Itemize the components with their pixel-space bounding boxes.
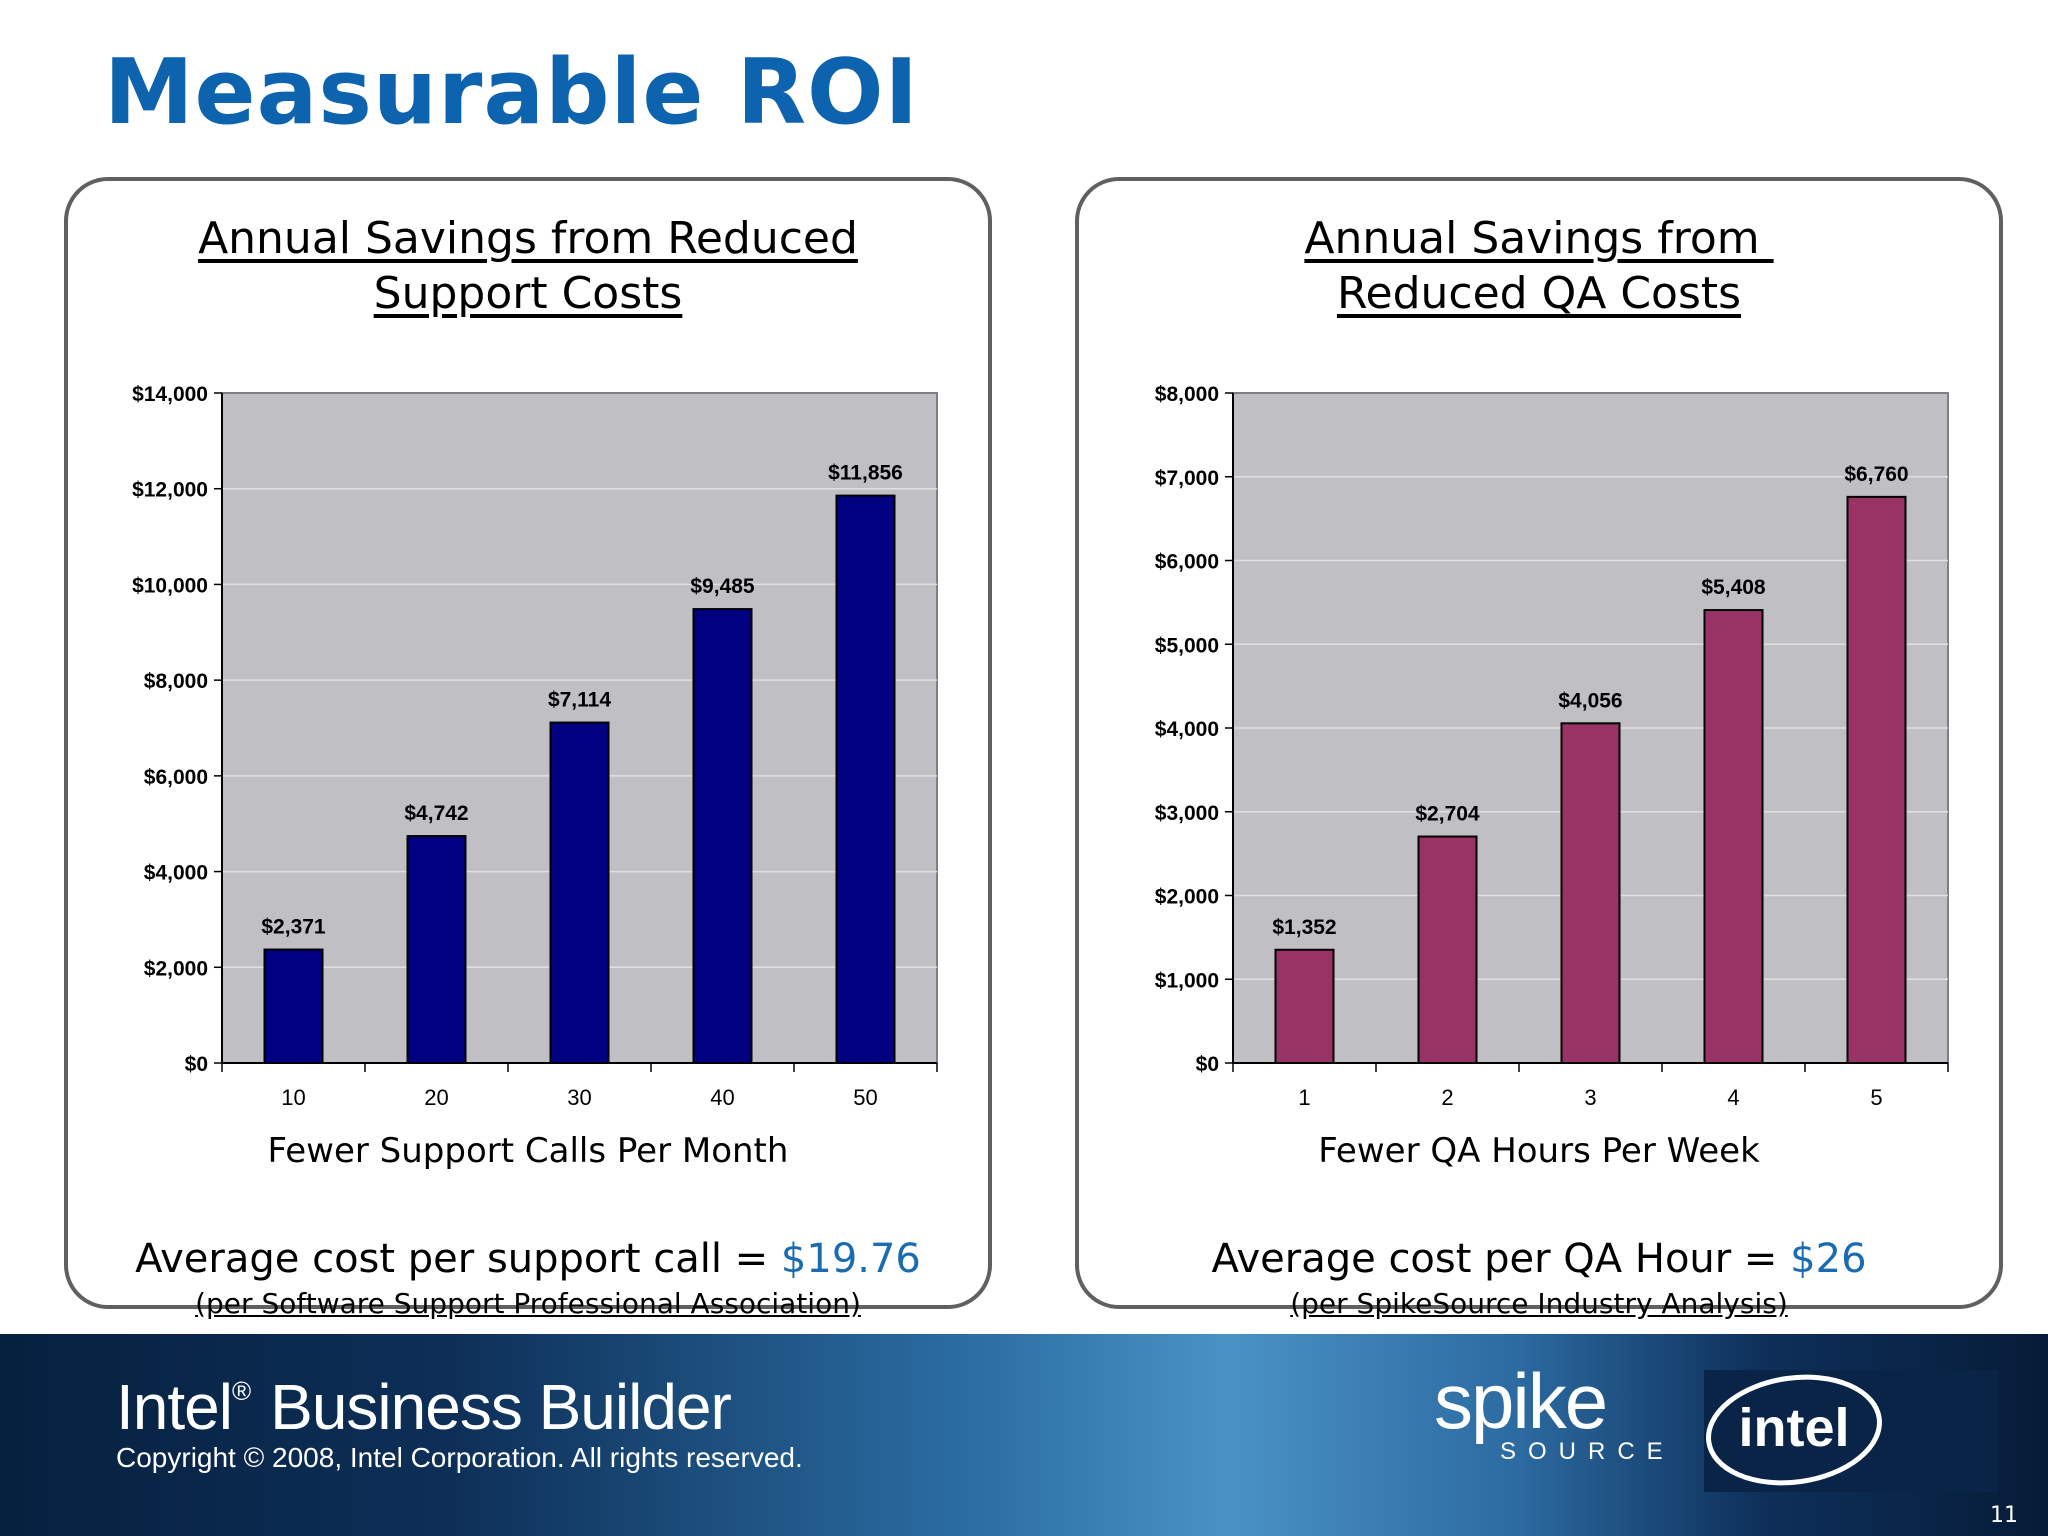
support-chart-bar [263,948,324,1064]
qa-chart-xtick-label: 2 [1441,1085,1453,1110]
support-chart-xtick-label: 20 [424,1085,448,1110]
support-costs-panel: Annual Savings from Reduced Support Cost… [64,177,992,1320]
support-chart-ytick-label: $14,000 [132,383,208,406]
support-savings-chart: $0 $2,000 $4,000 $6,000 $8,000 $10,000 $12,000… [132,383,938,1110]
support-chart-data-label: $11,856 [828,462,903,485]
qa-chart-ytick-label: $2,000 [1155,886,1219,909]
qa-chart-data-label: $1,352 [1272,916,1336,939]
support-chart-bar [692,608,753,1064]
support-chart-title: Annual Savings from Reduced Support Cost… [68,211,988,321]
spikesource-logo: spike SOURCE [1430,1356,1670,1466]
qa-chart-xtick-label: 1 [1298,1085,1310,1110]
qa-source-note: (per SpikeSource Industry Analysis) [1290,1287,1788,1320]
qa-chart-ytick-label: $3,000 [1155,802,1219,825]
spike-word: spike [1434,1357,1608,1445]
support-chart-data-label: $9,485 [690,575,755,598]
qa-chart-xtick-label: 5 [1870,1085,1882,1110]
qa-chart-data-label: $4,056 [1558,689,1622,712]
brand-intel: Intel [116,1371,233,1443]
support-chart-title-line1: Annual Savings from Reduced [198,213,858,264]
support-chart-data-label: $4,742 [404,802,468,825]
support-chart-xtick-label: 50 [853,1085,877,1110]
intel-logo-swoosh-icon [1706,1374,1882,1486]
qa-chart-data-label: $5,408 [1701,576,1766,599]
spike-sub: SOURCE [1500,1438,1675,1465]
qa-chart-ytick-label: $4,000 [1155,718,1219,741]
qa-chart-ytick-label: $5,000 [1155,634,1219,657]
qa-avg-text: Average cost per QA Hour = [1211,1236,1791,1282]
support-chart-ytick-label: $0 [185,1053,208,1076]
footer-banner: Intel® Business Builder Copyright © 2008,… [0,1334,2048,1536]
qa-chart-xtick-label: 3 [1584,1085,1596,1110]
qa-chart-data-label: $6,760 [1844,463,1908,486]
support-chart-ytick-label: $4,000 [144,862,208,885]
qa-chart-ytick-label: $7,000 [1155,467,1219,490]
qa-avg-cost: Average cost per QA Hour = $26 [1079,1236,1999,1282]
support-chart-ytick-label: $6,000 [144,766,208,789]
qa-savings-chart: $0 $1,000 $2,000 $3,000 $4,000 $5,000 $6,000 $7… [1155,383,1949,1110]
qa-chart-xtick-label: 4 [1727,1085,1739,1110]
qa-chart-data-label: $2,704 [1415,803,1480,826]
qa-chart-ytick-label: $6,000 [1155,551,1219,574]
support-chart-ytick-label: $8,000 [144,670,208,693]
support-chart-ytick-label: $2,000 [144,957,208,980]
copyright-text: Copyright © 2008, Intel Corporation. All… [116,1442,803,1473]
support-source-note: (per Software Support Professional Assoc… [195,1287,861,1320]
qa-chart-bar [1703,609,1764,1064]
support-chart-xlabel: Fewer Support Calls Per Month [267,1131,789,1171]
intel-business-builder-brand: Intel® Business Builder [116,1370,732,1444]
intel-logo: intel [1704,1370,1998,1492]
qa-chart-title-line1: Annual Savings from [1304,213,1774,264]
qa-chart-bar [1274,948,1335,1065]
qa-chart-ytick-label: $1,000 [1155,969,1219,992]
support-chart-title-line2: Support Costs [373,268,683,319]
qa-chart-bar [1417,835,1478,1064]
support-chart-xtick-label: 10 [281,1085,305,1110]
brand-rest: Business Builder [270,1371,732,1443]
qa-avg-value: $26 [1790,1236,1867,1282]
qa-chart-xlabel: Fewer QA Hours Per Week [1318,1131,1760,1171]
support-chart-xtick-label: 40 [710,1085,734,1110]
support-chart-data-label: $7,114 [548,689,611,712]
support-chart-bar [406,835,467,1064]
qa-chart-bar [1846,495,1907,1065]
registered-mark: ® [231,1376,251,1406]
page-number: 11 [1990,1503,2018,1528]
support-avg-value: $19.76 [780,1236,921,1282]
qa-chart-ytick-label: $0 [1196,1053,1219,1076]
qa-costs-panel: Annual Savings from Reduced QA Costs $0 $… [1075,177,2003,1320]
support-avg-text: Average cost per support call = [135,1236,781,1282]
support-avg-cost: Average cost per support call = $19.76 [68,1236,988,1282]
support-chart-xtick-label: 30 [567,1085,591,1110]
slide-title: Measurable ROI [104,40,920,145]
qa-chart-ytick-label: $8,000 [1155,383,1219,406]
qa-chart-bar [1560,722,1621,1064]
support-chart-bar [835,494,896,1064]
support-chart-bar [549,721,610,1065]
qa-chart-title-line2: Reduced QA Costs [1336,268,1742,319]
qa-chart-title: Annual Savings from Reduced QA Costs [1079,211,1999,321]
support-chart-data-label: $2,371 [261,916,326,939]
intel-logo-text: intel [1738,1398,1849,1458]
support-chart-ytick-label: $12,000 [132,479,208,502]
support-chart-ytick-label: $10,000 [132,574,208,597]
